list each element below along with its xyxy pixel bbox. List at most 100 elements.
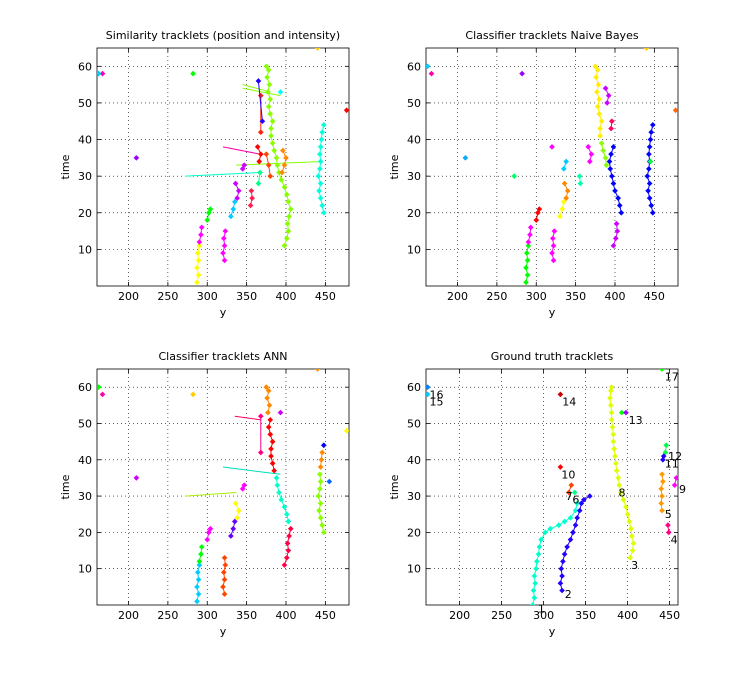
y-tick-label: 50 <box>407 97 421 110</box>
data-point <box>232 180 239 187</box>
data-point <box>613 460 619 467</box>
data-point <box>286 533 292 539</box>
data-point <box>571 489 578 496</box>
data-point <box>133 155 140 161</box>
data-point <box>263 63 270 70</box>
data-point <box>533 565 539 572</box>
data-point <box>618 409 625 416</box>
data-point <box>672 107 678 114</box>
x-tick-label: 400 <box>276 609 297 622</box>
data-point <box>630 540 637 547</box>
data-point <box>607 402 614 409</box>
data-point <box>547 525 554 532</box>
data-point <box>598 118 605 125</box>
data-point <box>426 63 431 70</box>
x-tick-label: 450 <box>644 290 665 303</box>
data-point <box>239 166 246 172</box>
data-point <box>511 173 518 179</box>
data-point <box>586 493 593 499</box>
data-point <box>592 63 599 70</box>
data-point <box>196 239 203 245</box>
data-point <box>538 536 544 543</box>
data-point <box>658 485 665 492</box>
data-point <box>588 151 595 158</box>
data-point <box>317 195 324 201</box>
data-point <box>267 96 274 103</box>
x-tick-label: 350 <box>575 609 596 622</box>
y-tick-label: 60 <box>407 381 421 394</box>
track-id-label: 9 <box>679 483 686 496</box>
data-point <box>343 427 349 434</box>
data-point <box>618 209 625 216</box>
data-point <box>608 384 615 390</box>
data-point <box>228 533 234 539</box>
x-tick-label: 400 <box>276 290 297 303</box>
x-tick-label: 450 <box>315 609 336 622</box>
data-point <box>259 118 266 125</box>
data-point <box>618 489 624 496</box>
data-point <box>317 471 323 478</box>
x-tick-label: 350 <box>236 609 257 622</box>
data-point <box>97 70 102 77</box>
data-point <box>532 580 539 587</box>
chart-title: Classifier tracklets ANN <box>158 350 287 363</box>
data-point <box>561 518 568 525</box>
data-point <box>426 384 431 390</box>
data-point <box>220 584 226 590</box>
data-point <box>660 478 666 485</box>
panel-2: Classifier tracklets Naive Bayes 200 250 30… <box>388 29 679 319</box>
data-point <box>607 395 613 401</box>
data-point <box>613 467 620 474</box>
x-tick-label: 350 <box>236 290 257 303</box>
y-tick-label: 20 <box>407 526 421 539</box>
data-point <box>615 475 622 481</box>
data-point <box>317 515 324 521</box>
x-tick-label: 450 <box>315 290 336 303</box>
data-point <box>560 198 567 205</box>
data-point <box>586 158 593 165</box>
data-point <box>628 533 635 539</box>
data-point <box>602 155 609 161</box>
data-point <box>268 133 274 139</box>
track-id-label: 15 <box>430 396 444 409</box>
data-point <box>269 438 276 445</box>
track-id-label: 10 <box>561 468 575 481</box>
data-point <box>320 529 327 536</box>
data-point <box>268 446 274 452</box>
data-point <box>610 180 617 187</box>
data-point <box>523 264 529 271</box>
data-point <box>271 147 278 154</box>
data-point <box>286 213 292 220</box>
data-point <box>319 449 326 456</box>
data-point <box>281 242 288 249</box>
track-id-label: 1 <box>538 603 545 616</box>
data-point <box>596 111 603 117</box>
data-point <box>609 118 615 125</box>
data-point <box>267 173 274 179</box>
data-point <box>285 198 292 205</box>
plot-area <box>97 369 349 605</box>
data-point <box>608 409 615 416</box>
y-tick-label: 20 <box>78 207 92 220</box>
data-point <box>220 250 226 256</box>
y-tick-label: 10 <box>78 563 92 576</box>
data-point <box>550 242 557 249</box>
y-tick-label: 30 <box>407 170 421 183</box>
data-point <box>204 536 211 543</box>
x-tick-label: 250 <box>157 609 178 622</box>
data-point <box>594 67 601 73</box>
y-axis-label: time <box>59 474 72 499</box>
data-point <box>231 198 238 205</box>
data-point <box>255 180 262 187</box>
data-point <box>550 257 557 264</box>
tracklet-link <box>185 171 260 177</box>
data-point <box>559 587 565 594</box>
data-point <box>320 209 327 216</box>
data-point <box>249 195 255 201</box>
data-point <box>204 217 211 223</box>
data-point <box>426 391 431 398</box>
data-point <box>628 525 634 532</box>
y-tick-label: 30 <box>78 490 92 503</box>
data-point <box>616 482 623 489</box>
